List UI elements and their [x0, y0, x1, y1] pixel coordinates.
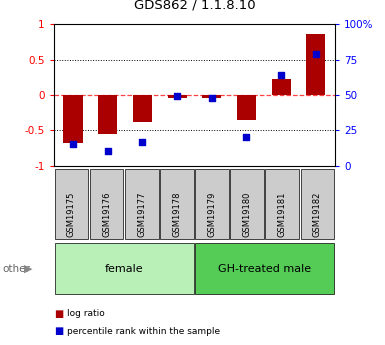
Text: log ratio: log ratio [67, 309, 105, 318]
Text: GSM19177: GSM19177 [137, 191, 146, 237]
Bar [272, 79, 291, 95]
Text: GSM19176: GSM19176 [102, 191, 111, 237]
Text: percentile rank within the sample: percentile rank within the sample [67, 327, 221, 336]
Point [243, 135, 249, 140]
Text: ■: ■ [54, 326, 63, 336]
Text: other: other [2, 264, 30, 274]
Bar [202, 95, 221, 98]
Text: female: female [105, 264, 144, 274]
Bar [306, 34, 325, 95]
Text: GSM19178: GSM19178 [172, 191, 181, 237]
Point [70, 141, 76, 147]
Text: GH-treated male: GH-treated male [218, 264, 311, 274]
Point [174, 93, 180, 99]
Bar [237, 95, 256, 120]
Text: GDS862 / 1.1.8.10: GDS862 / 1.1.8.10 [134, 0, 255, 12]
Text: ■: ■ [54, 309, 63, 319]
Point [313, 51, 319, 57]
Text: ▶: ▶ [24, 264, 32, 274]
Text: GSM19175: GSM19175 [67, 191, 76, 237]
Text: GSM19181: GSM19181 [278, 191, 287, 237]
Bar [167, 95, 187, 98]
Bar [64, 95, 82, 143]
Point [139, 139, 146, 144]
Point [105, 149, 111, 154]
Point [209, 95, 215, 100]
Text: GSM19179: GSM19179 [208, 191, 216, 237]
Text: GSM19180: GSM19180 [243, 191, 252, 237]
Text: GSM19182: GSM19182 [313, 191, 322, 237]
Bar [98, 95, 117, 135]
Point [278, 72, 284, 78]
Bar [133, 95, 152, 122]
